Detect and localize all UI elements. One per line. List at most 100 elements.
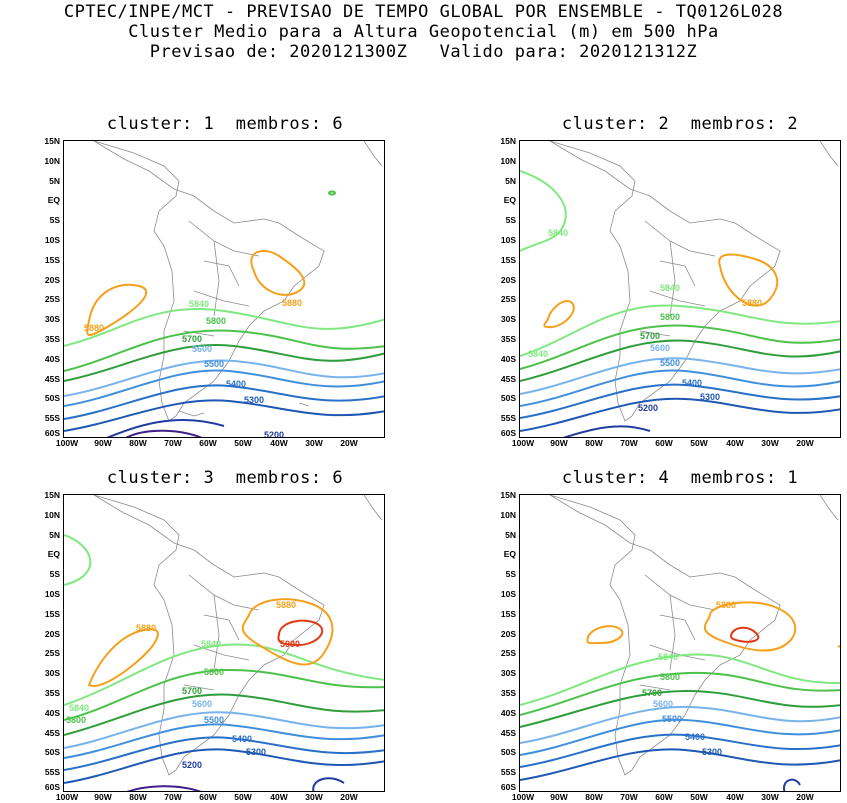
contour-5700 [64,693,384,736]
panel-2-contours [520,170,840,437]
label-5880: 5880 [742,298,762,308]
label-5400: 5400 [682,378,702,388]
contour-5800 [520,671,840,716]
contour-5600 [520,357,840,395]
lat-tick-label: 45S [44,728,60,738]
lon-tick-label: 40W [726,438,744,448]
contour-5700 [520,339,840,382]
contour-5880-east [837,644,840,648]
label-5900: 5900 [280,639,300,649]
lat-tick-label: 15S [44,609,60,619]
contour-5500 [520,369,840,407]
panel-3-map: 5880 5880 5900 5840 5840 5800 5800 5700 … [63,494,385,792]
contour-5880-high [718,253,779,307]
lat-tick-label: 5N [49,530,60,540]
label-5840-b: 5840 [528,349,548,359]
lat-tick-label: 40S [44,708,60,718]
label-5500: 5500 [204,359,224,369]
lat-tick-label: 10N [44,510,60,520]
label-5300: 5300 [246,747,266,757]
lon-tick-label: 70W [164,438,182,448]
contour-5880-high [241,598,334,666]
lat-tick-label: 5N [49,176,60,186]
lat-tick-label: 15N [500,136,516,146]
lat-tick-label: EQ [503,549,516,559]
lat-tick-label: EQ [47,195,60,205]
lat-tick-label: 5S [505,215,516,225]
lon-tick-label: 90W [94,792,112,802]
contour-5840-north [520,170,567,252]
label-5840-b: 5840 [69,703,89,713]
panel-3-plot: 5880 5880 5900 5840 5840 5800 5800 5700 … [64,495,384,791]
label-5600: 5600 [650,343,670,353]
lat-tick-label: 10N [500,156,516,166]
lat-tick-label: 5S [505,569,516,579]
lat-tick-label: 50S [44,393,60,403]
label-5400: 5400 [232,734,252,744]
lon-tick-label: 70W [620,792,638,802]
lat-tick-label: 10S [44,589,60,599]
lon-tick-label: 80W [129,438,147,448]
label-5700: 5700 [640,331,660,341]
lon-tick-label: 60W [199,438,217,448]
lon-tick-label: 20W [796,792,814,802]
lat-tick-label: 15N [44,136,60,146]
label-5840: 5840 [189,299,209,309]
lon-tick-label: 40W [726,792,744,802]
panel-4-lon-axis: 100W 90W 80W 70W 60W 50W 40W 30W 20W [512,792,841,803]
panel-4-map: 5880 5840 5800 5700 5600 5500 5400 5300 [519,494,841,792]
lon-tick-label: 50W [690,438,708,448]
contour-small [328,190,336,196]
contour-5500 [64,369,384,407]
contour-5600 [64,359,384,397]
lon-tick-label: 50W [234,792,252,802]
contour-5200 [562,425,651,437]
lat-tick-label: 15N [500,490,516,500]
label-5800: 5800 [206,316,226,326]
contour-5840 [520,304,840,357]
lon-tick-label: 60W [655,438,673,448]
panel-2-contour-labels: 5840 5880 5840 5840 5800 5700 5600 5500 … [528,228,762,413]
lat-tick-label: 55S [44,413,60,423]
label-5700: 5700 [182,686,202,696]
label-5300: 5300 [700,392,720,402]
lon-tick-label: 30W [305,438,323,448]
label-5500: 5500 [660,358,680,368]
label-5800-a: 5800 [204,667,224,677]
lat-tick-label: 60S [44,782,60,792]
lat-tick-label: 60S [500,782,516,792]
lon-tick-label: 80W [129,792,147,802]
panel-3-lon-axis: 100W 90W 80W 70W 60W 50W 40W 30W 20W [56,792,385,803]
contour-5500 [64,723,384,759]
lat-tick-label: 50S [500,747,516,757]
lat-tick-label: 35S [500,688,516,698]
contour-5840 [64,308,384,347]
lat-tick-label: 15S [44,255,60,265]
lat-tick-label: 40S [500,708,516,718]
label-5800-b: 5800 [66,715,86,725]
panel-1-title: cluster: 1 membros: 6 [106,114,344,134]
contour-5700 [520,689,840,728]
panel-2-lat-axis: 15N 10N 5N EQ 5S 10S 15S 20S 25S 30S 35S 40S 45S 50S 5… [486,136,516,438]
contour-5880-high [703,601,797,652]
lon-tick-label: 50W [690,792,708,802]
header-line-2: Cluster Medio para a Altura Geopotencial… [128,22,719,42]
panel-2-lon-axis: 100W 90W 80W 70W 60W 50W 40W 30W 20W [512,438,841,450]
lon-tick-label: 100W [511,438,535,448]
panel-1-lat-axis: 15N 10N 5N EQ 5S 10S 15S 20S 25S 30S 35S 40S 45S 50S 5… [30,136,60,438]
contour-5600 [520,705,840,744]
contour-5200 [312,777,345,791]
label-5880-a: 5880 [84,323,104,333]
contour-5400 [64,736,384,771]
label-5200: 5200 [182,760,202,770]
label-5880-b: 5880 [282,298,302,308]
panel-3-title: cluster: 3 membros: 6 [106,468,344,488]
contour-5840-north [64,534,92,586]
label-5800: 5800 [660,312,680,322]
label-5600: 5600 [653,699,673,709]
lat-tick-label: 10S [500,589,516,599]
contour-5800 [64,329,384,372]
contour-5600 [64,711,384,749]
contour-low [125,429,202,437]
panel-3-contour-labels: 5880 5880 5900 5840 5840 5800 5800 5700 … [66,600,300,770]
